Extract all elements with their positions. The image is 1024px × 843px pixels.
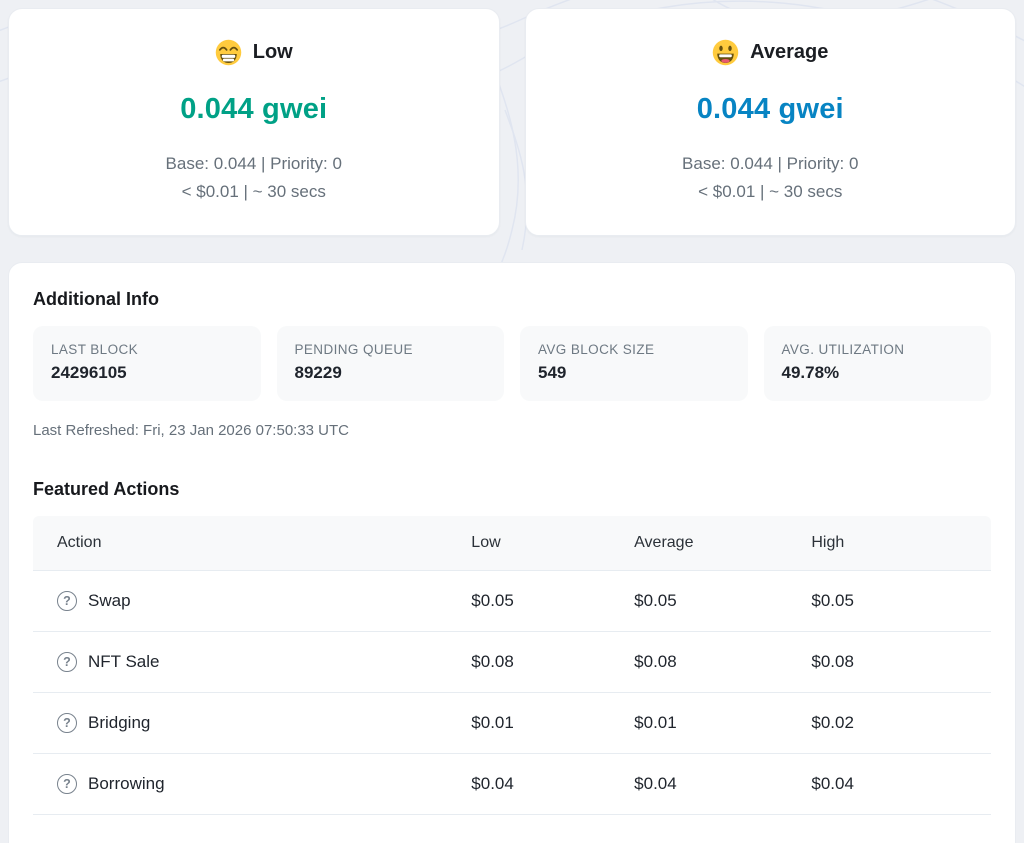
- table-row-nft-sale: ? NFT Sale $0.08 $0.08 $0.08: [33, 631, 991, 693]
- action-label: NFT Sale: [88, 652, 160, 671]
- stat-pending-queue: PENDING QUEUE 89229: [276, 326, 504, 401]
- stat-label: LAST BLOCK: [51, 342, 139, 357]
- stat-value: 49.78%: [781, 363, 840, 382]
- price-high: $0.04: [799, 753, 991, 815]
- action-label: Swap: [88, 591, 131, 610]
- stat-value: 549: [538, 363, 567, 382]
- gas-cost-time: < $0.01 | ~ 30 secs: [698, 182, 843, 201]
- additional-info-heading: Additional Info: [33, 289, 159, 309]
- table-header-row: Action Low Average High: [33, 516, 991, 571]
- table-row-swap: ? Swap $0.05 $0.05 $0.05: [33, 570, 991, 632]
- stat-avg-block-size: AVG BLOCK SIZE 549: [520, 326, 748, 401]
- price-high: $0.02: [799, 692, 991, 754]
- help-icon[interactable]: ?: [57, 774, 77, 794]
- gas-price-value: 0.044 gwei: [696, 93, 844, 125]
- gas-price-cards: Low 0.044 gwei Base: 0.044 | Priority: 0…: [0, 0, 1024, 236]
- table-row-bridging: ? Bridging $0.01 $0.01 $0.02: [33, 692, 991, 754]
- gas-base-priority: Base: 0.044 | Priority: 0: [682, 154, 859, 173]
- column-header-action: Action: [33, 516, 460, 571]
- stat-avg-utilization: AVG. UTILIZATION 49.78%: [763, 326, 991, 401]
- price-high: $0.05: [799, 570, 991, 632]
- column-header-average: Average: [622, 516, 800, 571]
- stat-label: AVG. UTILIZATION: [781, 342, 905, 357]
- help-icon[interactable]: ?: [57, 652, 77, 672]
- grinning-squint-emoji-icon: [215, 39, 242, 66]
- gas-cost-time: < $0.01 | ~ 30 secs: [181, 182, 326, 201]
- gas-card-low: Low 0.044 gwei Base: 0.044 | Priority: 0…: [8, 8, 500, 236]
- price-low: $0.01: [459, 692, 623, 754]
- price-average: $0.08: [622, 631, 800, 693]
- stat-value: 24296105: [51, 363, 127, 382]
- price-average: $0.01: [622, 692, 800, 754]
- table-row-borrowing: ? Borrowing $0.04 $0.04 $0.04: [33, 753, 991, 815]
- gas-card-title: Low: [252, 41, 293, 63]
- action-label: Bridging: [88, 713, 151, 732]
- gas-card-average: Average 0.044 gwei Base: 0.044 | Priorit…: [524, 8, 1016, 236]
- help-icon[interactable]: ?: [57, 713, 77, 733]
- grinning-big-eyes-emoji-icon: [712, 39, 739, 66]
- gas-base-priority: Base: 0.044 | Priority: 0: [165, 154, 342, 173]
- stat-value: 89229: [294, 363, 342, 382]
- action-label: Borrowing: [88, 774, 165, 793]
- last-refreshed-text: Last Refreshed: Fri, 23 Jan 2026 07:50:3…: [33, 422, 350, 439]
- help-icon[interactable]: ?: [57, 591, 77, 611]
- stat-label: AVG BLOCK SIZE: [538, 342, 655, 357]
- price-average: $0.04: [622, 753, 800, 815]
- stat-label: PENDING QUEUE: [294, 342, 413, 357]
- price-low: $0.05: [459, 570, 623, 632]
- price-low: $0.08: [459, 631, 623, 693]
- price-average: $0.05: [622, 570, 800, 632]
- gas-price-value: 0.044 gwei: [180, 93, 328, 125]
- featured-actions-heading: Featured Actions: [33, 479, 180, 499]
- column-header-low: Low: [459, 516, 623, 571]
- featured-actions-table: Action Low Average High ? Swap $0.05 $0.…: [33, 516, 991, 815]
- stats-row: LAST BLOCK 24296105 PENDING QUEUE 89229 …: [33, 326, 991, 401]
- column-header-high: High: [799, 516, 991, 571]
- price-low: $0.04: [459, 753, 623, 815]
- stat-last-block: LAST BLOCK 24296105: [33, 326, 261, 401]
- gas-card-title: Average: [750, 41, 829, 63]
- price-high: $0.08: [799, 631, 991, 693]
- additional-info-card: Additional Info LAST BLOCK 24296105 PEND…: [8, 262, 1016, 843]
